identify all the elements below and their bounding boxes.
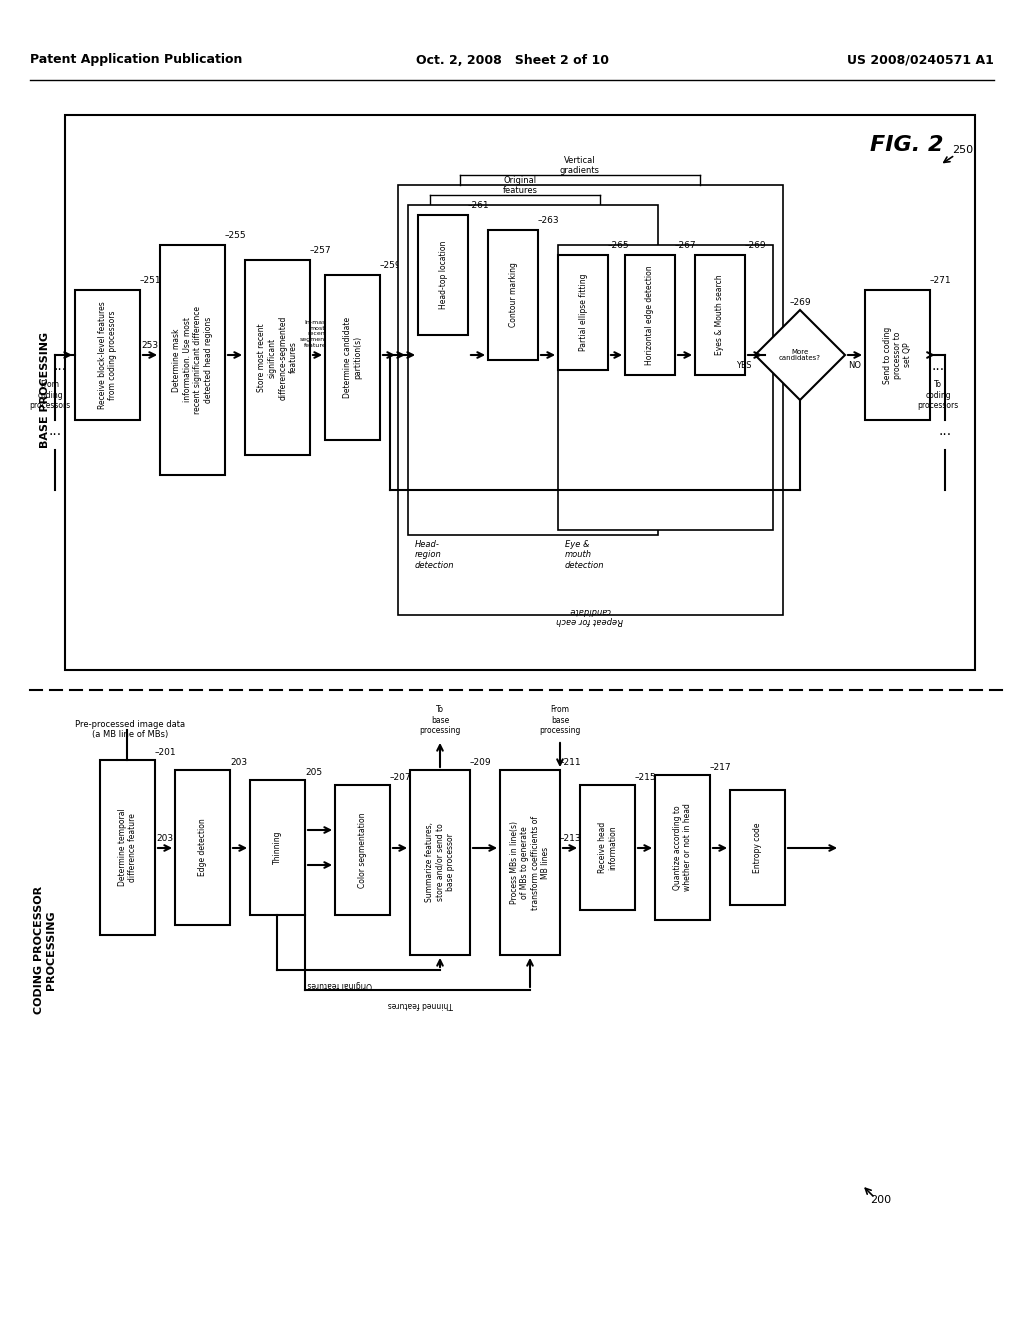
Text: Original
features: Original features <box>503 176 538 195</box>
Text: –251: –251 <box>140 276 162 285</box>
FancyBboxPatch shape <box>558 246 773 531</box>
Text: ···: ··· <box>932 363 944 378</box>
Text: More
candidates?: More candidates? <box>779 348 821 362</box>
FancyBboxPatch shape <box>75 290 140 420</box>
Text: 203: 203 <box>157 834 173 843</box>
Text: Oct. 2, 2008   Sheet 2 of 10: Oct. 2, 2008 Sheet 2 of 10 <box>416 54 608 66</box>
Text: Edge detection: Edge detection <box>198 818 207 876</box>
Text: Eyes & Mouth search: Eyes & Mouth search <box>716 275 725 355</box>
Text: –207: –207 <box>390 774 412 781</box>
FancyBboxPatch shape <box>558 255 608 370</box>
Text: –261: –261 <box>468 201 489 210</box>
Text: Color segmentation: Color segmentation <box>358 812 367 888</box>
Text: Determine candidate
partition(s): Determine candidate partition(s) <box>343 317 362 399</box>
Text: To
coding
processors: To coding processors <box>918 380 958 411</box>
Text: Contour marking: Contour marking <box>509 263 517 327</box>
Text: To
base
processing: To base processing <box>419 705 461 735</box>
FancyBboxPatch shape <box>408 205 658 535</box>
Text: –215: –215 <box>635 774 656 781</box>
Text: Thinning: Thinning <box>273 830 282 865</box>
Text: Repeat for each
candidate: Repeat for each candidate <box>557 606 624 624</box>
Text: In-mask
most
recent
segmented
features: In-mask most recent segmented features <box>299 319 335 348</box>
Text: From
base
processing: From base processing <box>540 705 581 735</box>
Text: Head-
region
detection: Head- region detection <box>415 540 455 570</box>
Text: –217: –217 <box>710 763 731 772</box>
Text: Partial ellipse fitting: Partial ellipse fitting <box>579 273 588 351</box>
Text: Receive block-level features
from coding processors: Receive block-level features from coding… <box>98 301 117 409</box>
FancyBboxPatch shape <box>865 290 930 420</box>
Text: 200: 200 <box>870 1195 891 1205</box>
Text: 205: 205 <box>305 768 323 777</box>
Text: –255: –255 <box>225 231 247 240</box>
Text: BASE PROCESSING: BASE PROCESSING <box>40 331 50 447</box>
FancyBboxPatch shape <box>100 760 155 935</box>
Text: –257: –257 <box>310 246 332 255</box>
Text: FIG. 2: FIG. 2 <box>870 135 943 154</box>
FancyBboxPatch shape <box>250 780 305 915</box>
Text: Thinned features: Thinned features <box>387 1001 453 1008</box>
Text: –267: –267 <box>675 242 696 249</box>
Text: –201: –201 <box>155 748 176 756</box>
Text: US 2008/0240571 A1: US 2008/0240571 A1 <box>847 54 994 66</box>
FancyBboxPatch shape <box>245 260 310 455</box>
Text: Send to coding
processor to
set QP: Send to coding processor to set QP <box>883 326 912 384</box>
Text: Horizontal edge detection: Horizontal edge detection <box>645 265 654 364</box>
FancyBboxPatch shape <box>655 775 710 920</box>
FancyBboxPatch shape <box>175 770 230 925</box>
FancyBboxPatch shape <box>398 185 783 615</box>
FancyBboxPatch shape <box>410 770 470 954</box>
Text: –259: –259 <box>380 261 401 271</box>
Text: –211: –211 <box>560 758 582 767</box>
Text: Determine temporal
difference feature: Determine temporal difference feature <box>118 809 137 886</box>
Text: Process MBs in line(s)
of MBs to generate
transform coefficients of
MB lines: Process MBs in line(s) of MBs to generat… <box>510 816 550 909</box>
Text: ···: ··· <box>48 428 61 442</box>
Text: –269: –269 <box>790 298 811 308</box>
Text: ···: ··· <box>938 428 951 442</box>
Text: 203: 203 <box>230 758 247 767</box>
FancyBboxPatch shape <box>65 115 975 671</box>
FancyBboxPatch shape <box>335 785 390 915</box>
Text: 250: 250 <box>952 145 973 154</box>
Text: NO: NO <box>848 360 861 370</box>
Text: –271: –271 <box>930 276 951 285</box>
Text: Patent Application Publication: Patent Application Publication <box>30 54 243 66</box>
Text: Eye &
mouth
detection: Eye & mouth detection <box>565 540 604 570</box>
FancyBboxPatch shape <box>695 255 745 375</box>
Text: Summarize features,
store and/or send to
base processor: Summarize features, store and/or send to… <box>425 822 455 903</box>
Text: Quantize according to
whether or not in head: Quantize according to whether or not in … <box>673 804 692 891</box>
Text: CODING PROCESSOR
PROCESSING: CODING PROCESSOR PROCESSING <box>34 886 55 1014</box>
Text: –269: –269 <box>745 242 767 249</box>
FancyBboxPatch shape <box>580 785 635 909</box>
FancyBboxPatch shape <box>625 255 675 375</box>
Text: Store most recent
significant
difference-segmented
features: Store most recent significant difference… <box>257 315 298 400</box>
Text: 253: 253 <box>141 341 159 350</box>
Text: Vertical
gradients: Vertical gradients <box>560 156 600 176</box>
Text: Determine mask
information. Use most
recent significant difference
detected head: Determine mask information. Use most rec… <box>172 306 213 414</box>
Text: –209: –209 <box>470 758 492 767</box>
Text: –265: –265 <box>608 242 630 249</box>
Text: ···: ··· <box>53 363 67 378</box>
Text: Receive head
information: Receive head information <box>598 822 617 873</box>
Text: Head-top location: Head-top location <box>438 240 447 309</box>
Text: –263: –263 <box>538 216 560 224</box>
FancyBboxPatch shape <box>418 215 468 335</box>
Polygon shape <box>755 310 845 400</box>
Text: Pre-processed image data
(a MB line of MBs): Pre-processed image data (a MB line of M… <box>75 719 185 739</box>
FancyBboxPatch shape <box>488 230 538 360</box>
Text: YES: YES <box>736 360 752 370</box>
Text: Entropy code: Entropy code <box>753 822 762 873</box>
FancyBboxPatch shape <box>500 770 560 954</box>
Text: Original features: Original features <box>307 979 373 989</box>
FancyBboxPatch shape <box>325 275 380 440</box>
FancyBboxPatch shape <box>730 789 785 906</box>
Text: –213: –213 <box>559 834 581 843</box>
Text: From
coding
processors: From coding processors <box>30 380 71 411</box>
FancyBboxPatch shape <box>160 246 225 475</box>
